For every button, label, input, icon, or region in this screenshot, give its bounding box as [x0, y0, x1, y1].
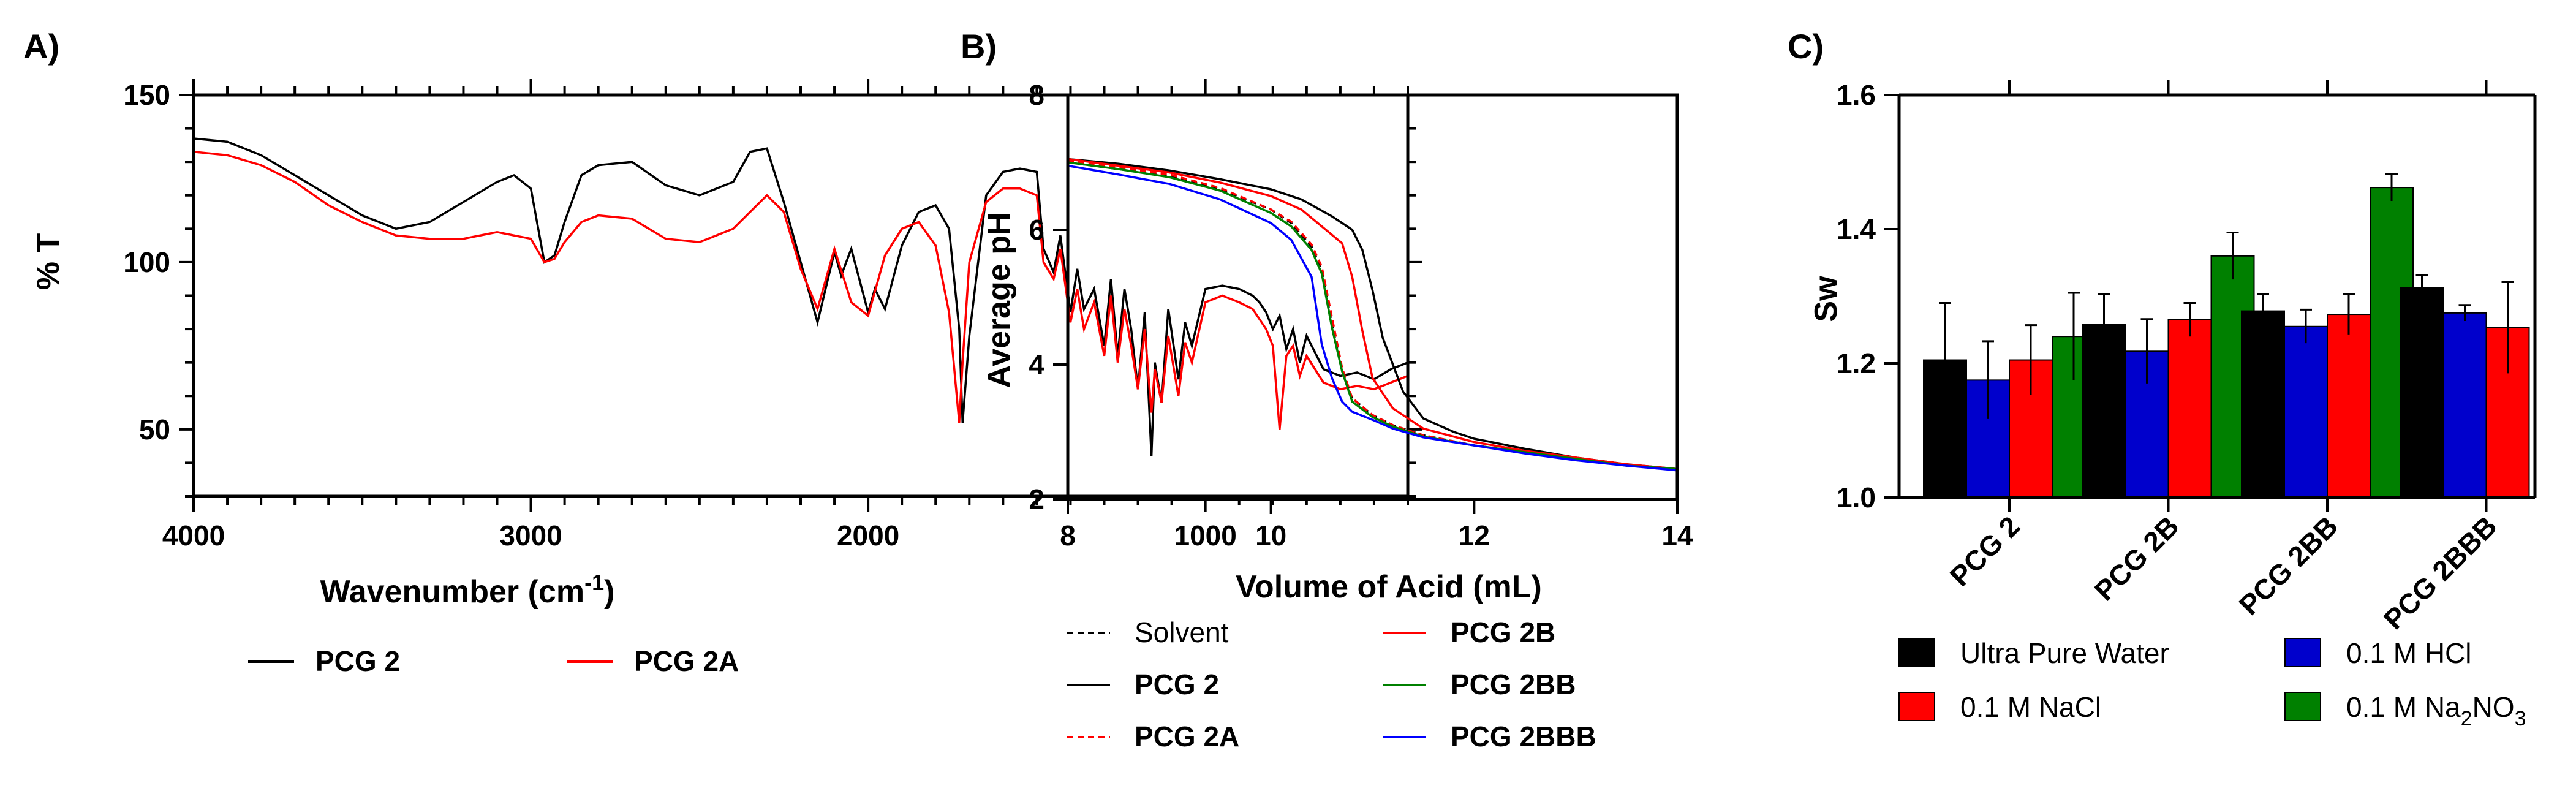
- panel-c-y-tick-label: 1.2: [1837, 347, 1876, 379]
- panel-b-series-line-4: [1067, 161, 1678, 471]
- panel-c-legend-swatch: [2284, 638, 2321, 667]
- panel-b-x-tick-label: 14: [1661, 520, 1693, 551]
- panel-c-category-label: PCG 2B: [2088, 510, 2185, 607]
- panel-c-y-tick-label: 1.6: [1837, 79, 1876, 111]
- panel-c-legend-label: 0.1 M Na2NO3: [2346, 691, 2526, 730]
- panel-b-frame: [1066, 93, 1679, 501]
- panel-b-x-tick-label: 12: [1459, 520, 1490, 551]
- panel-b: B) Average pH Volume of Acid (mL) 8 10 12 1…: [961, 27, 1693, 752]
- panel-c-category-label: PCG 2: [1944, 510, 2026, 592]
- panel-a-x-tick-label: 2000: [837, 520, 899, 551]
- panel-c-legend-label-part: NO: [2472, 691, 2515, 723]
- panel-c-legend-swatch: [1898, 638, 1935, 667]
- panel-c-bar: [2167, 319, 2212, 498]
- panel-b-y-tick-label: 8: [1029, 79, 1044, 111]
- panel-a-legend-label: PCG 2A: [634, 645, 739, 677]
- panel-c-bar: [2442, 312, 2487, 498]
- panel-c-legend-label-part: 3: [2515, 707, 2526, 730]
- panel-c-category-label: PCG 2BB: [2233, 510, 2344, 621]
- panel-a-x-tick-label: 4000: [162, 520, 225, 551]
- panel-b-ticks: 8 10 12 14 2 4 6 8: [1029, 79, 1693, 551]
- panel-c-y-axis-label: Sw: [1808, 276, 1844, 322]
- panel-b-legend-label: PCG 2BBB: [1451, 721, 1596, 752]
- panel-a-y-tick-label: 100: [123, 246, 170, 278]
- panel-a-frame: [192, 93, 1410, 498]
- panel-a-x-axis-label: Wavenumber (cm-1): [320, 570, 615, 610]
- panel-a-legend: PCG 2 PCG 2A: [248, 645, 739, 677]
- panel-b-legend-label: PCG 2A: [1135, 721, 1239, 752]
- panel-c-legend-label-part: 2: [2461, 707, 2472, 730]
- panel-c-bar: [2284, 325, 2328, 499]
- panel-b-legend-label: PCG 2: [1135, 668, 1219, 700]
- panel-b-series-line-2: [1067, 160, 1678, 471]
- panel-c-plot-area: [1923, 173, 2530, 499]
- panel-b-series-line-3: [1067, 157, 1678, 471]
- panel-a-x-tick-label: 3000: [499, 520, 562, 551]
- panel-c-bar: [2327, 314, 2371, 498]
- panel-a: A) % T Wavenumber (cm-1) 4000 3000 2000 100…: [23, 27, 1422, 677]
- panel-b-label: B): [961, 27, 997, 66]
- panel-b-legend-label: PCG 2BB: [1451, 668, 1576, 700]
- panel-a-plot-area: [193, 137, 1408, 456]
- panel-c-bar: [2241, 310, 2285, 498]
- panel-c-label: C): [1788, 27, 1824, 66]
- panel-c-category-label: PCG 2BBB: [2378, 510, 2503, 635]
- panel-a-y-tick-label: 50: [139, 414, 170, 445]
- panel-c-legend: Ultra Pure Water 0.1 M NaCl 0.1 M HCl 0.1 M…: [1898, 637, 2526, 730]
- panel-c-legend-label-part: 0.1 M Na: [2346, 691, 2461, 723]
- panel-b-x-tick-label: 10: [1255, 520, 1286, 551]
- panel-a-x-tick-label: 1000: [1174, 520, 1236, 551]
- panel-b-y-tick-label: 2: [1029, 483, 1044, 515]
- panel-b-series-line-0: [1067, 161, 1678, 471]
- panel-a-series-line-1: [193, 151, 1408, 430]
- panel-b-y-tick-label: 6: [1029, 214, 1044, 246]
- panel-b-x-axis-label: Volume of Acid (mL): [1236, 569, 1542, 605]
- panel-c-legend-swatch: [1898, 692, 1935, 721]
- panel-b-y-axis-label: Average pH: [981, 212, 1017, 388]
- panel-b-x-tick-label: 8: [1060, 520, 1076, 551]
- panel-c-y-tick-label: 1.0: [1837, 482, 1876, 513]
- panel-a-label: A): [23, 27, 59, 66]
- panel-a-legend-label: PCG 2: [315, 645, 400, 677]
- panel-c-legend-label: 0.1 M NaCl: [1960, 691, 2101, 723]
- panel-b-series-line-5: [1067, 164, 1678, 472]
- panel-c-y-tick-label: 1.4: [1837, 213, 1876, 245]
- panel-b-legend-label: Solvent: [1135, 616, 1229, 648]
- panel-b-series-line-1: [1067, 157, 1678, 471]
- panel-c-bar: [2400, 287, 2444, 498]
- panel-c-legend-swatch: [2284, 692, 2321, 721]
- panel-c-legend-label: 0.1 M HCl: [2346, 637, 2471, 669]
- panel-b-y-tick-label: 4: [1029, 349, 1044, 380]
- panel-c-legend-label: Ultra Pure Water: [1960, 637, 2169, 669]
- panel-a-series-line-0: [193, 137, 1408, 456]
- panel-b-plot-area: [1067, 157, 1678, 472]
- panel-a-y-tick-label: 150: [123, 79, 170, 111]
- panel-b-legend: Solvent PCG 2 PCG 2A PCG 2B PCG 2BB PCG 2BBB: [1067, 616, 1596, 752]
- panel-a-y-axis-label: % T: [31, 233, 66, 290]
- panel-a-ticks: 4000 3000 2000 1000 50 100 150: [123, 79, 1422, 551]
- panel-b-legend-label: PCG 2B: [1451, 616, 1555, 648]
- panel-c: C) Sw 1.0 1.2 1.4 1.6 PCG 2 PCG 2B PCG 2BB PCG …: [1788, 27, 2537, 730]
